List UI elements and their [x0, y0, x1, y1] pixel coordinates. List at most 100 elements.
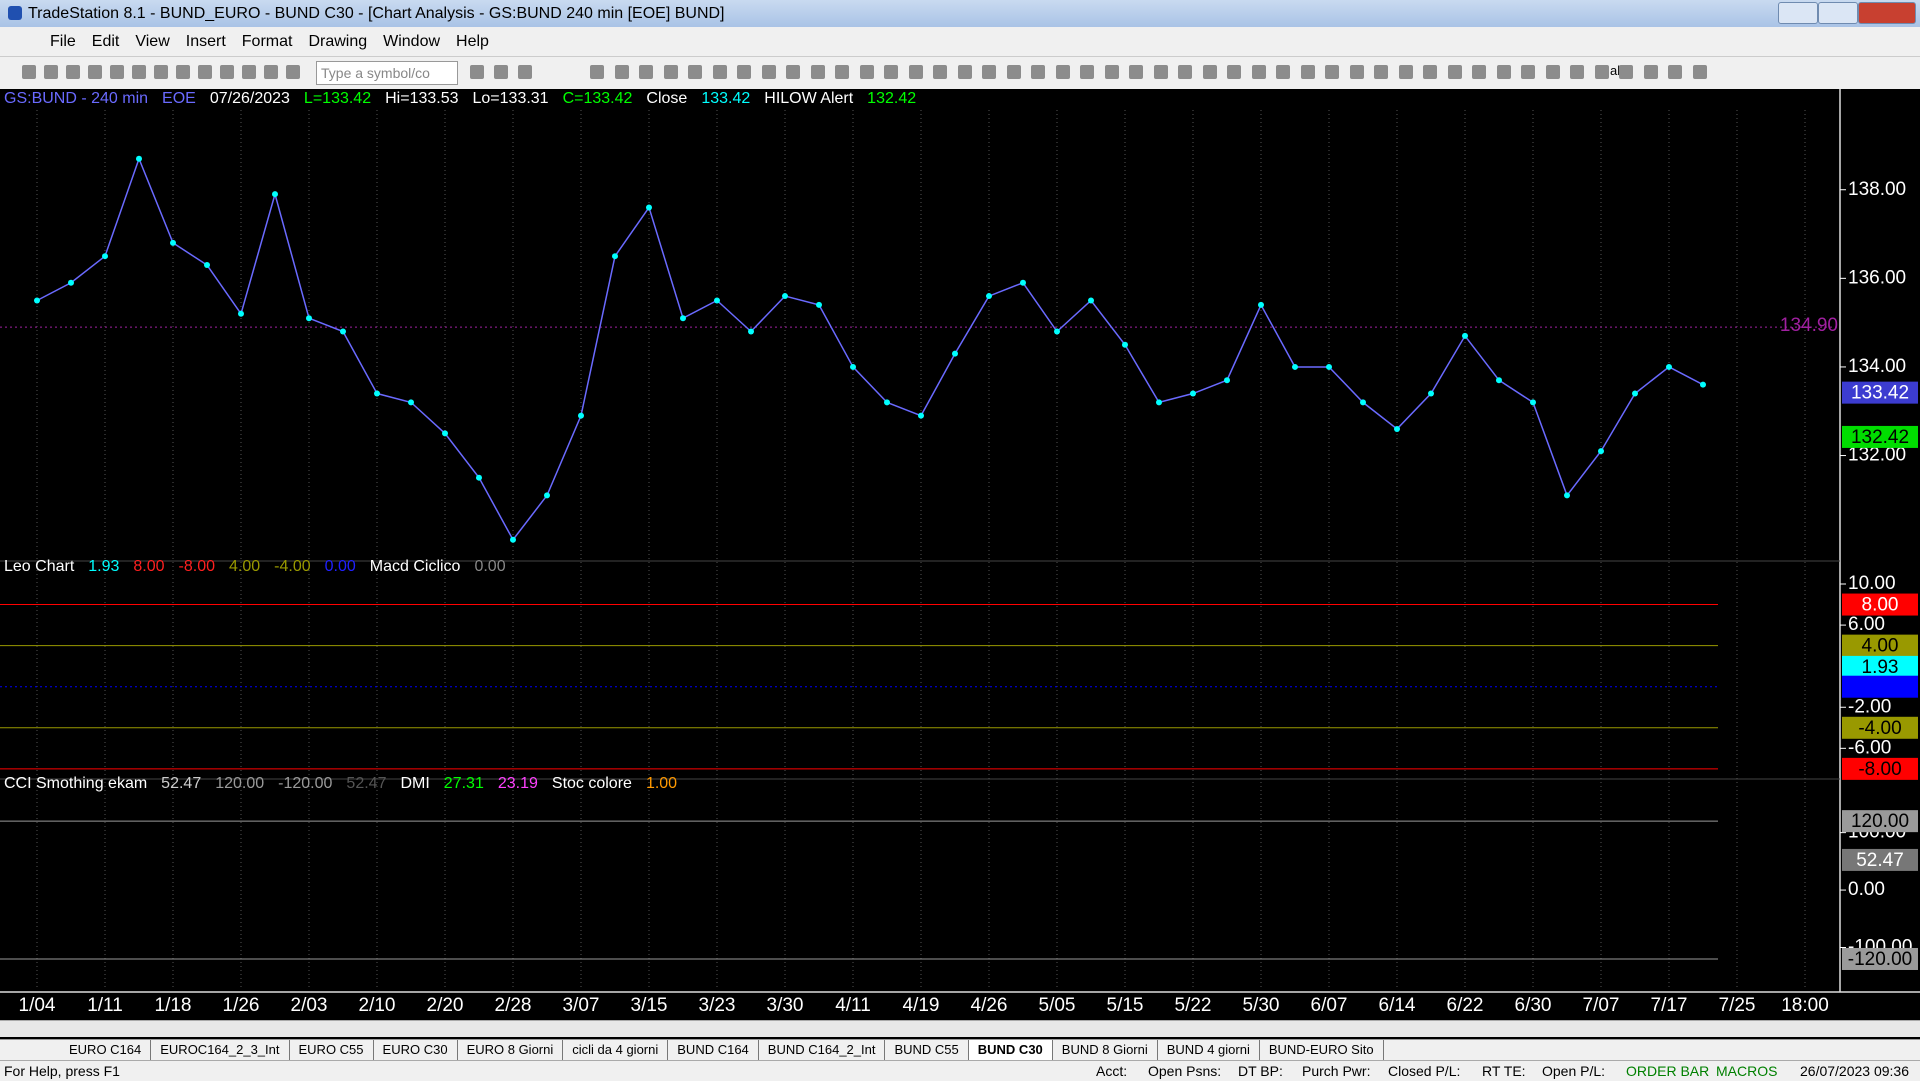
toolbar-icon[interactable] — [1594, 65, 1609, 79]
tab[interactable]: BUND 4 giorni — [1158, 1040, 1260, 1060]
toolbar-icon[interactable] — [198, 65, 212, 79]
tab[interactable]: EURO C30 — [374, 1040, 458, 1060]
toolbar-icon[interactable] — [933, 65, 947, 79]
toolbar-icon[interactable] — [1398, 65, 1413, 79]
tab[interactable]: BUND C30 — [968, 1040, 1053, 1060]
toolbar-icon[interactable] — [1643, 65, 1658, 79]
toolbar-icon[interactable] — [1080, 65, 1094, 79]
toolbar-icon[interactable] — [663, 65, 678, 79]
toolbar-icon[interactable] — [688, 65, 702, 79]
tab[interactable]: BUND-EURO Sito — [1260, 1040, 1384, 1060]
toolbar-icon[interactable] — [154, 65, 168, 79]
close-button[interactable] — [1858, 2, 1916, 24]
toolbar-icon[interactable] — [810, 65, 825, 79]
toolbar-icon[interactable] — [982, 65, 996, 79]
scroll-bar[interactable] — [0, 1020, 1920, 1037]
toolbar-icon[interactable] — [286, 65, 300, 79]
x-tick-label: 5/15 — [1107, 995, 1144, 1016]
toolbar-icon[interactable] — [1521, 65, 1535, 79]
toolbar-icon[interactable] — [110, 65, 124, 79]
toolbar-icon[interactable] — [242, 65, 256, 79]
x-tick-label: 18:00 — [1781, 995, 1829, 1016]
toolbar-icon[interactable] — [66, 65, 80, 79]
menu-item[interactable]: Insert — [185, 33, 226, 50]
menu-item[interactable]: Edit — [91, 33, 120, 50]
toolbar-icon[interactable] — [957, 65, 972, 79]
toolbar-icon[interactable] — [1178, 65, 1192, 79]
toolbar-icon[interactable] — [1374, 65, 1388, 79]
toolbar-icon[interactable] — [176, 65, 190, 79]
tab[interactable]: BUND C164 — [668, 1040, 759, 1060]
menu-item[interactable]: Format — [241, 33, 293, 50]
toolbar-icon[interactable] — [1349, 65, 1364, 79]
tab[interactable]: cicli da 4 giorni — [563, 1040, 669, 1060]
toolbar-icon[interactable] — [1423, 65, 1437, 79]
menu-item[interactable]: Help — [456, 33, 489, 50]
toolbar-icon[interactable] — [884, 65, 898, 79]
indicator-label: Leo Chart — [4, 558, 75, 575]
menu-item[interactable]: Drawing — [308, 33, 368, 50]
toolbar-icon[interactable] — [1472, 65, 1486, 79]
toolbar-icon[interactable] — [1055, 65, 1070, 79]
toolbar-icon[interactable] — [1496, 65, 1511, 79]
toolbar-icon[interactable] — [132, 65, 146, 79]
toolbar-icon[interactable] — [908, 65, 923, 79]
x-tick-label: 1/11 — [87, 995, 123, 1016]
toolbar-icon[interactable] — [88, 65, 102, 79]
tab[interactable]: EURO C55 — [290, 1040, 374, 1060]
tab[interactable]: BUND C55 — [885, 1040, 969, 1060]
status-text: Open Psns: — [1148, 1063, 1222, 1079]
toolbar-icon[interactable] — [22, 65, 36, 79]
toolbar-icon[interactable] — [1570, 65, 1584, 79]
toolbar-icon[interactable] — [835, 65, 849, 79]
toolbar-icon[interactable] — [1031, 65, 1045, 79]
symbol-input[interactable]: Type a symbol/co — [316, 61, 458, 85]
toolbar-icon[interactable] — [1202, 65, 1217, 79]
toolbar-icon[interactable] — [220, 65, 234, 79]
price-point — [714, 297, 720, 304]
toolbar-icon[interactable] — [1668, 65, 1682, 79]
toolbar-icon[interactable] — [1276, 65, 1290, 79]
toolbar-icon[interactable] — [44, 65, 58, 79]
status-bar: For Help, press F1 Acct: Open Psns: DT BP: P… — [0, 1060, 1920, 1081]
toolbar-icon[interactable] — [761, 65, 776, 79]
toolbar-icon[interactable] — [1251, 65, 1266, 79]
tab[interactable]: EUROC164_2_3_Int — [151, 1040, 290, 1060]
menu-item[interactable]: View — [135, 33, 170, 50]
toolbar-icon[interactable] — [1104, 65, 1119, 79]
toolbar-icon[interactable] — [590, 65, 604, 79]
tab[interactable]: EURO C164 — [60, 1040, 152, 1060]
toolbar-icon[interactable] — [470, 65, 484, 79]
toolbar-icon[interactable] — [1692, 65, 1707, 79]
toolbar-icon[interactable] — [786, 65, 800, 79]
toolbar-icon[interactable] — [1545, 65, 1560, 79]
menu-item[interactable]: Window — [383, 33, 441, 50]
toolbar-icon[interactable] — [859, 65, 874, 79]
value-box-label: 0.00 — [1862, 677, 1899, 698]
toolbar-icon[interactable] — [1300, 65, 1315, 79]
tab[interactable]: BUND C164_2_Int — [759, 1040, 886, 1060]
minimize-button[interactable] — [1778, 2, 1818, 24]
toolbar-icon[interactable] — [639, 65, 653, 79]
toolbar-icon[interactable] — [1129, 65, 1143, 79]
toolbar-icon[interactable] — [1325, 65, 1339, 79]
toolbar-icon[interactable] — [264, 65, 278, 79]
toolbar-icon[interactable] — [712, 65, 727, 79]
toolbar-icon[interactable] — [494, 65, 508, 79]
chart-area: 1/04 1/11 1/18 1/26 2/03 2/10 2/20 2/28 3/07 3/15… — [0, 89, 1920, 1020]
toolbar-icon[interactable] — [1153, 65, 1168, 79]
toolbar-icon[interactable] — [1227, 65, 1241, 79]
indicator-label: Macd Ciclico — [370, 558, 461, 575]
toolbar-icon[interactable] — [1006, 65, 1021, 79]
toolbar-icon[interactable] — [1619, 65, 1633, 79]
tab[interactable]: BUND 8 Giorni — [1053, 1040, 1158, 1060]
price-point — [204, 262, 210, 269]
toolbar-icon[interactable] — [518, 65, 532, 79]
toolbar-icon[interactable] — [737, 65, 751, 79]
menu-item[interactable]: File — [50, 33, 76, 50]
maximize-button[interactable] — [1818, 2, 1858, 24]
tab[interactable]: EURO 8 Giorni — [458, 1040, 564, 1060]
x-tick-label: 3/30 — [767, 995, 804, 1016]
toolbar-icon[interactable] — [614, 65, 629, 79]
toolbar-icon[interactable] — [1447, 65, 1462, 79]
